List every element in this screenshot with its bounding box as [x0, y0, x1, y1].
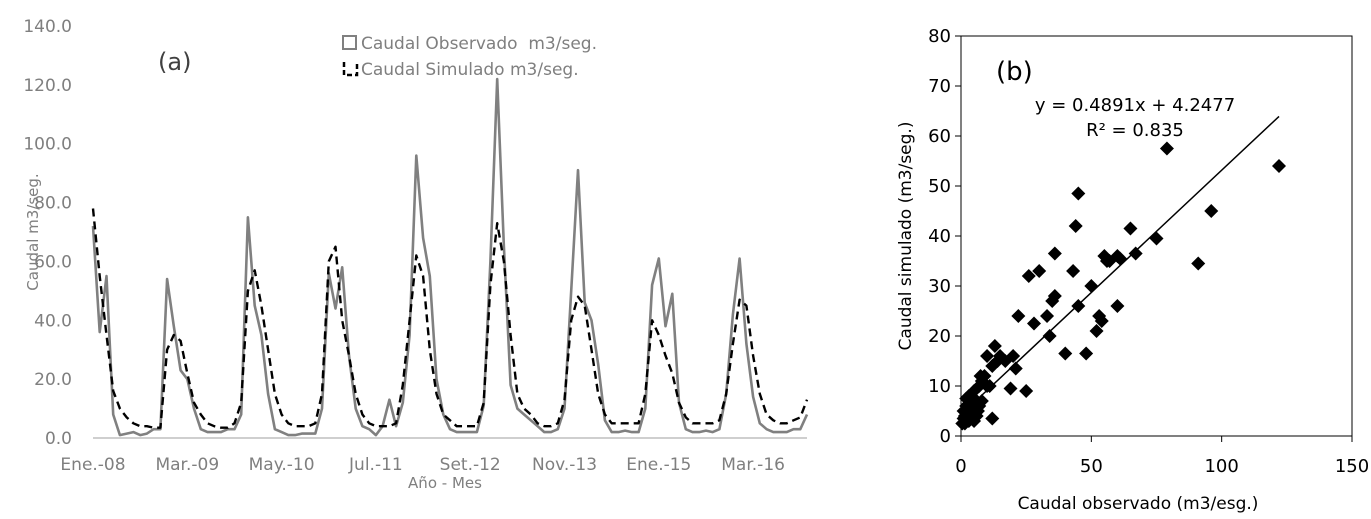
scatter-point [1159, 141, 1174, 156]
panel-a-series-group [91, 77, 809, 437]
y-tick-label: 80.0 [34, 194, 72, 214]
y-tick-label: 120.0 [23, 76, 72, 96]
y-tick-label: 20 [928, 326, 951, 347]
panel-b-y-ticks: 0 10 20 30 40 50 60 70 80 [928, 26, 961, 447]
legend-simulated-swatch [342, 62, 359, 77]
y-tick-label: 20.0 [34, 370, 72, 390]
scatter-point [1021, 269, 1036, 283]
scatter-point [1058, 346, 1073, 361]
y-tick-label: 0 [940, 426, 951, 447]
panel-b-scatter-chart: 0 10 20 30 40 50 60 70 80 0 50 100 150 (b) y = 0.48… [896, 26, 1369, 514]
scatter-point [1204, 204, 1219, 218]
scatter-point [1047, 246, 1062, 261]
y-tick-label: 60.0 [34, 252, 72, 272]
y-tick-label: 0.0 [45, 429, 72, 449]
y-tick-label: 140.0 [23, 17, 72, 37]
panel-a-x-axis-title: Año - Mes [408, 474, 482, 492]
scatter-point [1128, 246, 1143, 261]
scatter-point [974, 394, 989, 408]
panel-a-legend: Caudal Observado m3/seg. Caudal Simulado… [342, 34, 597, 80]
scatter-point [977, 369, 992, 383]
panel-a-y-tick-labels: 0.0 20.0 40.0 60.0 80.0 100.0 120.0 140.0 [23, 17, 72, 449]
scatter-point [1066, 264, 1081, 278]
scatter-point [1011, 309, 1026, 323]
x-tick-label: 150 [1335, 456, 1369, 477]
scatter-point [1071, 299, 1086, 313]
legend-observed-label: Caudal Observado m3/seg. [361, 34, 597, 54]
panel-b-x-axis-title: Caudal observado (m3/esg.) [1018, 494, 1259, 514]
x-tick-label: 100 [1204, 456, 1238, 477]
series-simulated-line [91, 208, 809, 429]
scatter-point [1084, 279, 1099, 293]
scatter-point [1047, 289, 1062, 303]
scatter-point [1272, 159, 1287, 173]
scatter-point [1123, 221, 1138, 236]
y-tick-label: 60 [928, 126, 951, 147]
legend-observed-swatch [342, 35, 357, 50]
x-tick-label: Jul.-11 [348, 455, 403, 475]
panel-b-x-ticks: 0 50 100 150 [955, 436, 1369, 477]
x-tick-label: 50 [1080, 456, 1103, 477]
x-tick-label: Ene.-15 [626, 455, 691, 475]
scatter-point [1089, 324, 1104, 338]
y-tick-label: 40 [928, 226, 951, 247]
scatter-point [1149, 231, 1164, 246]
x-tick-label: Set.-12 [440, 455, 501, 475]
y-tick-label: 50 [928, 176, 951, 197]
scatter-point [1019, 384, 1034, 398]
scatter-point [1068, 219, 1083, 233]
x-tick-label: Nov.-13 [532, 455, 597, 475]
scatter-point [1071, 186, 1086, 201]
scatter-point [1008, 361, 1023, 376]
series-observed-line [91, 77, 809, 437]
x-tick-label: Mar.-16 [721, 455, 785, 475]
scatter-point [1006, 349, 1021, 363]
panel-b-trendline-group [960, 115, 1280, 416]
x-tick-label: Mar.-09 [155, 455, 219, 475]
scatter-point [1042, 329, 1057, 343]
scatter-point [987, 339, 1002, 353]
panel-a-y-axis-title: Caudal m3/seg. [24, 173, 42, 290]
scatter-point [1079, 346, 1094, 361]
x-tick-label: May.-10 [249, 455, 315, 475]
panel-b-label: (b) [996, 57, 1033, 87]
x-tick-label: Ene.-08 [60, 455, 125, 475]
trendline-equation: y = 0.4891x + 4.2477 [1035, 95, 1235, 116]
scatter-point [1003, 381, 1018, 396]
scatter-point [1110, 299, 1125, 313]
scatter-point [982, 379, 997, 393]
scatter-point [1026, 316, 1041, 331]
y-tick-label: 10 [928, 376, 951, 397]
scatter-point [1094, 314, 1109, 328]
panel-b-y-axis-title: Caudal simulado (m3/seg.) [896, 122, 916, 351]
scatter-point [1040, 309, 1055, 323]
scatter-point [1113, 251, 1128, 266]
y-tick-label: 30 [928, 276, 951, 297]
scatter-point [980, 349, 995, 363]
legend-simulated-label: Caudal Simulado m3/seg. [361, 60, 579, 80]
y-tick-label: 80 [928, 26, 951, 47]
scatter-point [1032, 264, 1047, 278]
panel-a-x-tick-labels: Ene.-08 Mar.-09 May.-10 Jul.-11 Set.-12 Nov.-… [60, 455, 785, 475]
y-tick-label: 70 [928, 76, 951, 97]
panel-a-line-chart: 0.0 20.0 40.0 60.0 80.0 100.0 120.0 140.0 Ene.-… [23, 17, 809, 492]
scatter-point [985, 411, 1000, 426]
scatter-point [1191, 256, 1206, 271]
panel-a-label: (a) [158, 48, 191, 76]
trendline [960, 115, 1280, 416]
y-tick-label: 40.0 [34, 311, 72, 331]
trendline-r2: R² = 0.835 [1086, 120, 1184, 141]
y-tick-label: 100.0 [23, 135, 72, 155]
panel-b-points [955, 141, 1287, 431]
x-tick-label: 0 [955, 456, 966, 477]
